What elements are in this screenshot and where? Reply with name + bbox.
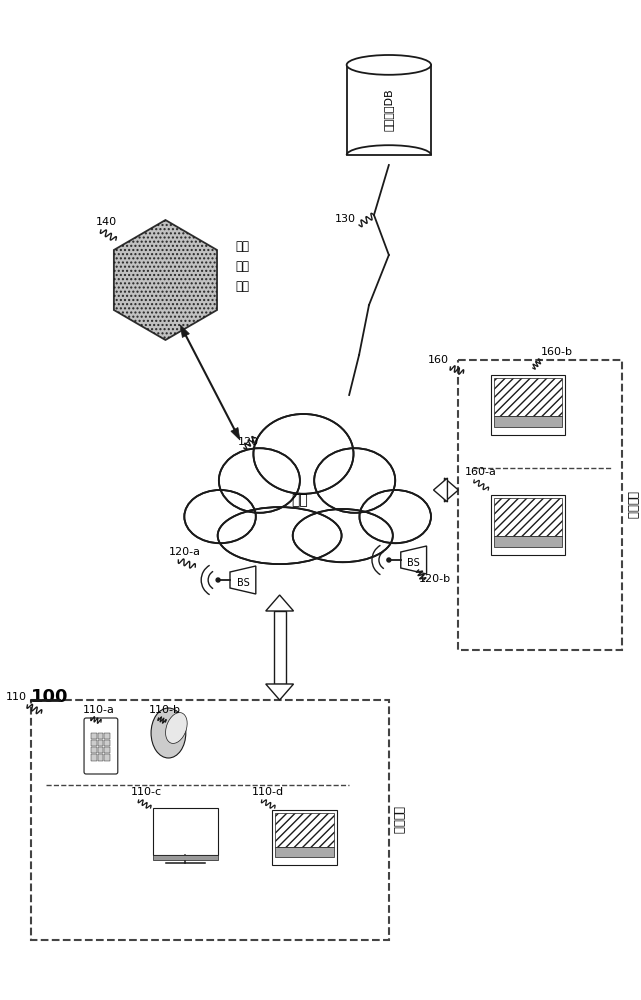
Bar [97,754,103,761]
Bar [104,740,110,746]
Bar [494,378,562,416]
Ellipse shape [347,55,431,75]
FancyBboxPatch shape [458,360,622,650]
Ellipse shape [165,713,187,743]
Polygon shape [231,428,240,440]
Text: 引擎: 引擎 [235,280,249,293]
FancyBboxPatch shape [84,718,118,774]
Ellipse shape [293,509,393,562]
Bar [97,747,103,753]
Bar [104,754,110,761]
Ellipse shape [151,708,186,758]
Text: 110-d: 110-d [252,787,284,797]
Bar [91,747,97,753]
Circle shape [387,558,391,562]
Text: 130: 130 [335,214,356,224]
Bar [91,754,97,761]
Text: 网络: 网络 [291,493,308,507]
Text: 用户: 用户 [235,240,249,253]
Polygon shape [274,611,286,684]
Bar [97,740,103,746]
Ellipse shape [253,414,353,494]
Polygon shape [266,595,294,611]
Polygon shape [433,478,447,502]
Text: 110: 110 [5,692,26,702]
Text: 偏好: 偏好 [235,260,249,273]
Bar [490,375,565,435]
Ellipse shape [314,448,395,513]
Bar [97,733,103,739]
Ellipse shape [219,448,300,513]
Text: BS: BS [237,578,249,588]
Ellipse shape [220,442,399,556]
Text: 160-b: 160-b [541,347,573,357]
Ellipse shape [185,490,256,543]
Bar [494,536,562,547]
Ellipse shape [360,490,431,543]
Ellipse shape [218,507,342,564]
Text: 140: 140 [96,217,117,227]
Polygon shape [444,485,447,495]
Bar [272,810,337,865]
Text: 120-a: 120-a [169,547,201,557]
Text: 代理装置: 代理装置 [625,491,638,519]
Bar [347,65,431,155]
Text: BS: BS [407,558,420,568]
Text: 110-b: 110-b [149,705,181,715]
Bar [91,733,97,739]
Polygon shape [114,220,217,340]
Text: 110-c: 110-c [131,787,162,797]
Text: 160: 160 [428,355,449,365]
Bar [494,498,562,536]
Text: 110-a: 110-a [83,705,115,715]
Polygon shape [401,546,427,574]
Bar [91,740,97,746]
Bar [104,747,110,753]
Text: 160-a: 160-a [465,467,497,477]
Polygon shape [180,325,189,337]
Bar [494,416,562,427]
Polygon shape [444,478,458,502]
Text: 120: 120 [238,437,259,447]
FancyBboxPatch shape [31,700,389,940]
Polygon shape [266,684,294,700]
Bar [153,808,217,855]
Text: 用户装置: 用户装置 [392,806,405,834]
Bar [490,495,565,555]
Text: 100: 100 [31,688,69,706]
Bar [275,847,334,857]
Text: 120-b: 120-b [419,574,451,584]
Text: 用户信息DB: 用户信息DB [384,89,394,131]
Circle shape [216,578,220,582]
Bar [104,733,110,739]
Bar [275,813,334,847]
Polygon shape [230,566,256,594]
Bar [153,855,217,860]
